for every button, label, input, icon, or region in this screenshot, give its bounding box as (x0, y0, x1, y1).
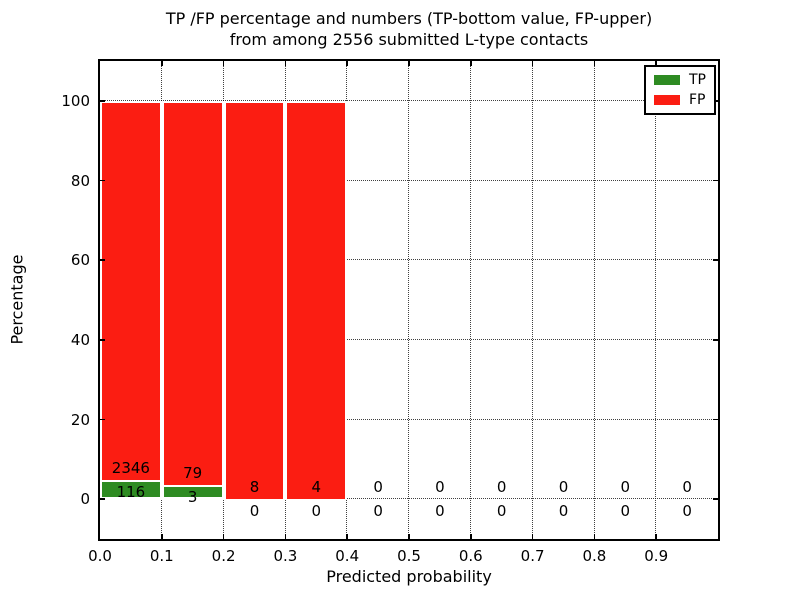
fp-count-label: 0 (620, 478, 631, 497)
legend-label-tp: TP (689, 72, 706, 88)
x-tick-label: 0.3 (273, 547, 298, 565)
legend-item-fp: FP (654, 93, 706, 107)
y-tick-label: 60 (70, 251, 90, 270)
x-tick-label: 0.5 (397, 547, 421, 565)
x-tick-mark-top (655, 61, 657, 66)
x-axis-label: Predicted probability (326, 567, 492, 586)
y-tick-mark-right (713, 179, 718, 182)
y-tick-mark-left (100, 339, 105, 341)
bar-segment-fp (100, 100, 162, 481)
legend: TP FP (644, 65, 716, 115)
fp-count-label: 2346 (111, 459, 150, 478)
x-tick-label: 0.1 (149, 547, 174, 565)
x-tick-mark-bottom (470, 534, 472, 539)
gridline-horizontal (100, 100, 718, 102)
x-tick-mark-bottom (161, 534, 163, 539)
tp-count-label: 0 (496, 502, 507, 521)
gridline-horizontal (100, 179, 718, 181)
x-tick-mark-bottom (655, 534, 657, 539)
tp-count-label: 0 (558, 502, 569, 521)
fp-count-label: 0 (682, 478, 692, 497)
x-tick-label: 0.2 (211, 547, 236, 565)
tp-count-label: 0 (249, 502, 260, 521)
bar-segment-fp (285, 100, 348, 500)
tp-count-label: 0 (373, 502, 383, 521)
y-tick-label: 40 (70, 330, 90, 349)
y-tick-mark-left (100, 418, 105, 421)
tp-count-label: 116 (116, 483, 146, 502)
x-tick-mark-top (593, 61, 596, 66)
plot-area: TP FP 2346 116 79 3 8 0 4 0 0 0 0 0 0 0 0 0 0 0 0 0 (98, 59, 720, 541)
y-tick-mark-right (713, 418, 718, 421)
tp-count-label: 0 (682, 502, 692, 521)
x-tick-mark-bottom (531, 534, 534, 539)
x-tick-mark-bottom (222, 534, 225, 539)
x-tick-label: 0.4 (335, 547, 360, 565)
x-tick-label: 0.6 (458, 547, 483, 565)
y-tick-mark-left (100, 498, 105, 500)
tp-count-label: 3 (187, 487, 198, 506)
bar-segment-tp (100, 480, 162, 500)
gridline-vertical (470, 61, 472, 539)
bar-segment-fp (161, 100, 224, 485)
x-tick-label: 0.0 (88, 547, 112, 565)
y-tick-mark-left (100, 259, 105, 261)
gridline-horizontal (100, 498, 718, 500)
x-tick-mark-top (470, 61, 472, 66)
fp-count-label: 4 (311, 478, 322, 497)
fp-count-label: 0 (435, 478, 445, 497)
legend-swatch-tp (654, 75, 680, 85)
chart-title-line-1: TP /FP percentage and numbers (TP-bottom… (165, 9, 653, 28)
gridline-horizontal (100, 259, 718, 261)
x-tick-mark-top (284, 61, 287, 66)
legend-label-fp: FP (689, 92, 706, 108)
legend-item-tp: TP (654, 73, 706, 87)
fp-count-label: 0 (496, 478, 507, 497)
y-tick-label: 0 (80, 490, 90, 509)
y-tick-mark-left (100, 179, 105, 182)
bar-segment-fp (223, 100, 286, 500)
legend-swatch-fp (654, 95, 680, 105)
x-tick-mark-bottom (593, 534, 596, 539)
fp-count-label: 79 (183, 463, 203, 482)
y-tick-mark-right (713, 259, 718, 261)
fp-count-label: 0 (558, 478, 569, 497)
x-tick-mark-bottom (346, 534, 348, 539)
x-tick-mark-bottom (284, 534, 287, 539)
fp-count-label: 0 (373, 478, 383, 497)
gridline-vertical (531, 61, 533, 539)
y-tick-label: 80 (70, 171, 90, 190)
x-tick-label: 0.7 (520, 547, 545, 565)
y-axis-label: Percentage (7, 254, 27, 345)
x-tick-mark-top (346, 61, 348, 66)
chart-title: TP /FP percentage and numbers (TP-bottom… (99, 8, 719, 50)
tp-count-label: 0 (311, 502, 322, 521)
y-tick-mark-right (713, 339, 718, 341)
tp-count-label: 0 (620, 502, 631, 521)
x-tick-mark-top (161, 61, 163, 66)
x-tick-mark-bottom (408, 534, 410, 539)
x-tick-mark-top (531, 61, 534, 66)
x-tick-mark-top (408, 61, 410, 66)
y-tick-label: 20 (70, 410, 90, 429)
tp-count-label: 0 (435, 502, 445, 521)
gridline-vertical (408, 61, 410, 539)
gridline-horizontal (100, 418, 718, 420)
x-tick-label: 0.9 (644, 547, 669, 565)
gridline-vertical (593, 61, 595, 539)
y-tick-mark-right (713, 498, 718, 500)
x-tick-mark-top (222, 61, 225, 66)
fp-count-label: 8 (249, 478, 260, 497)
gridline-horizontal (100, 339, 718, 341)
chart-title-line-2: from among 2556 submitted L-type contact… (229, 30, 589, 49)
plot-inner: TP FP 2346 116 79 3 8 0 4 0 0 0 0 0 0 0 0 0 0 0 0 0 (100, 61, 718, 539)
gridline-vertical (655, 61, 657, 539)
y-tick-mark-left (100, 100, 105, 102)
bar-segment-tp (161, 484, 224, 500)
y-tick-label: 100 (61, 91, 90, 110)
x-tick-label: 0.8 (582, 547, 607, 565)
